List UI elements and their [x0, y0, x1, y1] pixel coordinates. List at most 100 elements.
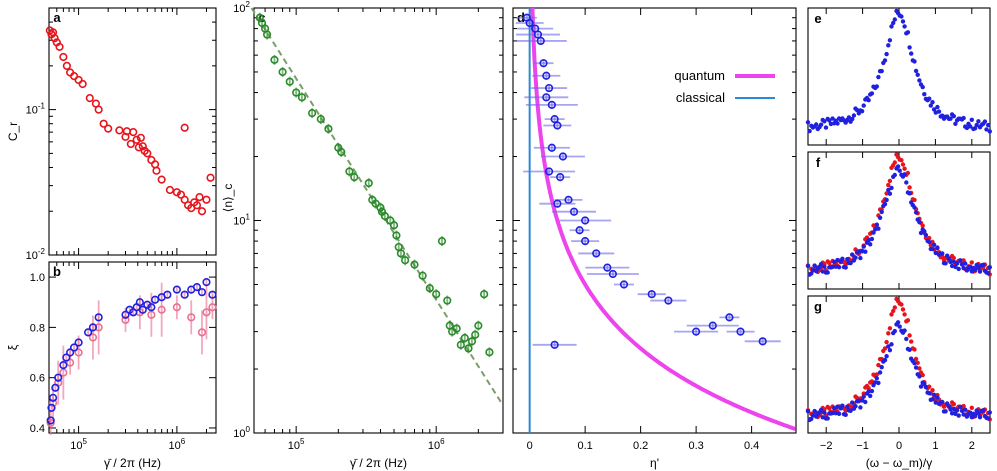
spectrum-point-spectrum [828, 121, 834, 127]
spectrum-point-blue [940, 399, 945, 405]
spectrum-point-red [930, 388, 935, 393]
spectrum-point-red [969, 260, 974, 265]
spectrum-point-red [951, 402, 956, 407]
spectrum-point-red [866, 386, 871, 391]
spectrum-point-spectrum [905, 30, 911, 35]
data-point-pink [147, 310, 156, 319]
spectrum-point-spectrum [976, 119, 981, 124]
spectrum-point-blue [853, 255, 858, 260]
spectrum-point-blue [868, 393, 873, 399]
spectrum-point-red [905, 170, 911, 176]
x-tick-label: 105 [288, 437, 305, 452]
spectrum-point-blue [810, 413, 816, 418]
spectrum-point-blue [876, 226, 881, 231]
spectrum-point-red [912, 347, 917, 352]
spectrum-point-blue [850, 252, 855, 257]
spectrum-point-blue [868, 242, 873, 247]
data-point-blue [192, 283, 202, 292]
data-point [647, 290, 656, 299]
spectrum-point-blue [818, 407, 824, 413]
data-point-blue [62, 353, 71, 362]
spectrum-point-spectrum [891, 20, 896, 26]
data-point [324, 124, 333, 133]
data-point [134, 143, 143, 152]
data-point-blue [138, 305, 147, 314]
spectrum-point-blue [895, 320, 901, 325]
data-point-pink [202, 308, 211, 317]
data-point-pink [208, 303, 217, 312]
spectrum-point-spectrum [974, 122, 979, 128]
data-point [464, 344, 473, 353]
panel-e: e [805, 7, 992, 146]
spectrum-point-blue [951, 406, 956, 412]
spectrum-point-red [915, 360, 920, 365]
spectrum-point-blue [918, 230, 924, 236]
spectrum-point-spectrum [936, 109, 942, 114]
data-point [544, 83, 554, 93]
data-point [575, 226, 584, 235]
x-axis-label: γ̄ / 2π (Hz) [350, 456, 407, 470]
spectrum-point-blue [853, 404, 858, 409]
spectrum-point-spectrum [907, 45, 912, 50]
spectrum-point-blue [963, 407, 968, 412]
spectrum-point-blue [902, 328, 907, 333]
spectrum-point-red [902, 312, 907, 317]
x-tick-label: 0.2 [633, 440, 648, 452]
spectrum-point-spectrum [850, 116, 855, 122]
panel-label: f [816, 155, 821, 170]
plot-frame [48, 7, 217, 256]
spectrum-point-blue [917, 220, 922, 225]
spectrum-point-blue [892, 172, 897, 178]
spectrum-point-spectrum [961, 115, 966, 121]
spectrum-point-blue [986, 271, 991, 276]
panel-c: 100 101 102 105 106 c ⟨n⟩_c γ̄ / 2π (Hz) [221, 0, 504, 470]
spectrum-point-blue [866, 238, 871, 243]
spectrum-point-blue [884, 197, 889, 203]
spectrum-point-blue [930, 246, 935, 252]
spectrum-point-spectrum [879, 68, 884, 74]
spectrum-point-red [886, 331, 891, 336]
spectrum-point-red [899, 302, 904, 307]
y-tick-label: 0.8 [30, 322, 45, 334]
data-point [371, 199, 380, 208]
spectrum-point-blue [863, 399, 868, 405]
data-point [432, 290, 441, 299]
spectrum-point-blue [956, 413, 961, 418]
spectrum-point-red [912, 197, 917, 203]
panel-b: 0.4 0.6 0.8 1.0 105 106 b ξ γ̄ / 2π (Hz) [6, 261, 217, 470]
spectrum-point-blue [884, 354, 889, 359]
data-point-blue [88, 323, 98, 332]
data-point [376, 203, 385, 212]
spectrum-point-blue [866, 389, 871, 394]
data-point-pink [197, 328, 207, 337]
y-tick-label: 0.4 [30, 423, 45, 435]
x-axis-label: γ̄ / 2π (Hz) [104, 456, 161, 470]
data-point [180, 123, 189, 132]
data-point [581, 236, 590, 246]
spectrum-point-red [900, 162, 906, 167]
spectrum-point-spectrum [969, 117, 974, 123]
spectrum-point-spectrum [882, 58, 888, 63]
data-point [278, 67, 287, 77]
spectrum-point-blue [856, 398, 861, 403]
data-point [380, 211, 389, 221]
data-point [316, 115, 325, 124]
spectrum-point-blue [987, 265, 992, 270]
data-point [50, 34, 59, 43]
spectrum-point-blue [812, 408, 817, 414]
data-point [292, 88, 301, 97]
y-tick-label: 100 [233, 425, 250, 440]
spectrum-point-blue [822, 264, 827, 269]
spectrum-point-blue [809, 271, 814, 276]
spectrum-point-blue [946, 256, 952, 261]
spectrum-point-red [869, 379, 875, 384]
data-point [308, 109, 317, 118]
x-tick-label: 0.3 [688, 440, 703, 452]
spectrum-point-red [874, 372, 879, 377]
data-point-blue [150, 295, 160, 304]
data-point [99, 119, 108, 128]
spectrum-point-spectrum [807, 128, 812, 134]
spectrum-point-red [917, 366, 922, 371]
spectrum-point-spectrum [909, 51, 914, 56]
